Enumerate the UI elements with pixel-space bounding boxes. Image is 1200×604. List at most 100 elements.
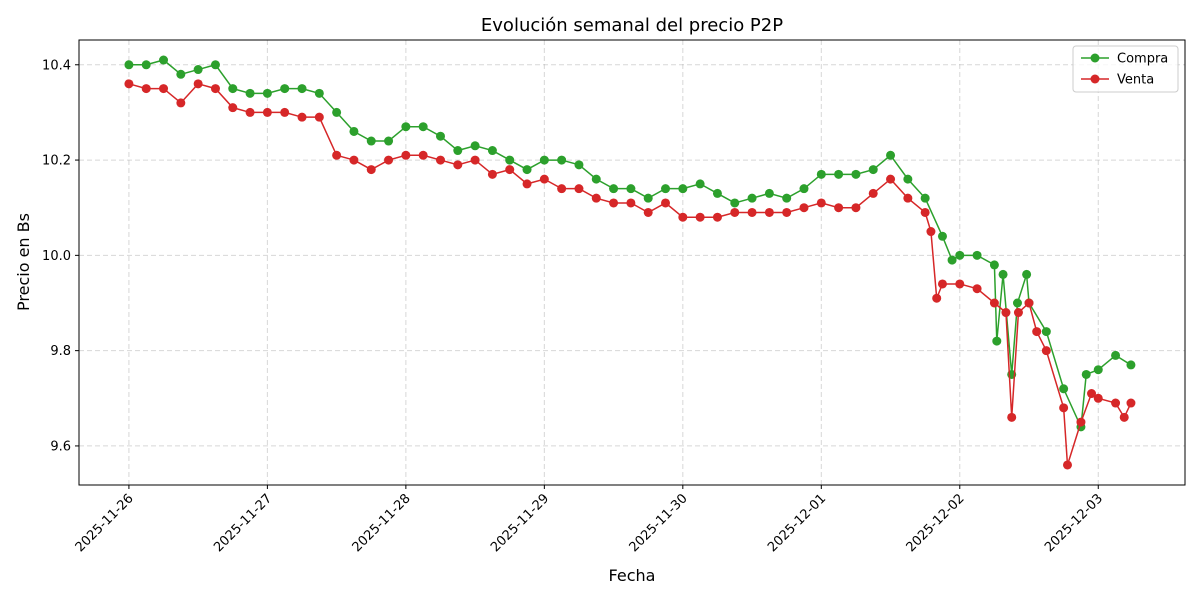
- data-point: [366, 165, 376, 175]
- data-point: [401, 150, 411, 160]
- data-point: [955, 250, 965, 260]
- data-point: [176, 69, 186, 79]
- data-point: [816, 198, 826, 208]
- data-point: [124, 79, 134, 89]
- x-tick-label: 2025-11-29: [488, 491, 552, 555]
- data-point: [574, 184, 584, 194]
- plot-frame: [78, 39, 1186, 486]
- data-point: [1059, 403, 1069, 413]
- data-point: [262, 88, 272, 98]
- data-point: [661, 198, 671, 208]
- data-point: [228, 103, 238, 113]
- data-point: [989, 260, 999, 270]
- legend: Compra Venta: [1072, 45, 1179, 93]
- data-point: [903, 174, 913, 184]
- x-tick-label: 2025-11-27: [211, 491, 275, 555]
- data-point: [1041, 346, 1051, 356]
- data-point: [695, 212, 705, 222]
- data-point: [947, 255, 957, 265]
- x-tick-label: 2025-12-03: [1042, 491, 1106, 555]
- data-point: [851, 203, 861, 213]
- data-point: [730, 198, 740, 208]
- y-tick-label: 10.2: [42, 154, 71, 169]
- data-point: [487, 169, 497, 179]
- data-point: [453, 160, 463, 170]
- data-point: [141, 84, 151, 94]
- data-point: [1062, 460, 1072, 470]
- data-point: [349, 155, 359, 165]
- data-point: [868, 188, 878, 198]
- data-point: [920, 207, 930, 217]
- data-point: [886, 174, 896, 184]
- data-point: [992, 336, 1002, 346]
- data-point: [470, 141, 480, 151]
- data-point: [1001, 308, 1011, 318]
- data-point: [903, 193, 913, 203]
- y-tick-label: 9.6: [50, 439, 71, 454]
- x-tick-label: 2025-12-01: [765, 491, 829, 555]
- data-point: [522, 165, 532, 175]
- data-point: [1087, 389, 1097, 399]
- data-point: [193, 79, 203, 89]
- series-compra: [124, 55, 1136, 432]
- data-point: [626, 198, 636, 208]
- data-point: [643, 207, 653, 217]
- data-point: [695, 179, 705, 189]
- data-point: [193, 65, 203, 75]
- data-point: [1093, 365, 1103, 375]
- y-tick-label: 10.4: [42, 58, 71, 73]
- data-point: [712, 212, 722, 222]
- data-point: [764, 207, 774, 217]
- data-point: [418, 122, 428, 132]
- data-point: [920, 193, 930, 203]
- series-line: [128, 59, 1132, 430]
- data-point: [210, 84, 220, 94]
- data-point: [1076, 417, 1086, 427]
- data-point: [609, 184, 619, 194]
- data-point: [280, 107, 290, 117]
- data-point: [245, 107, 255, 117]
- y-axis-label: Precio en Bs: [14, 213, 33, 311]
- data-point: [401, 122, 411, 132]
- data-point: [314, 112, 324, 122]
- data-point: [332, 107, 342, 117]
- data-point: [1111, 398, 1121, 408]
- data-point: [937, 231, 947, 241]
- data-point: [1007, 412, 1017, 422]
- data-point: [1119, 412, 1129, 422]
- data-point: [1022, 269, 1032, 279]
- x-tick-label: 2025-11-28: [350, 491, 414, 555]
- series-venta: [124, 79, 1136, 470]
- data-point: [366, 136, 376, 146]
- data-point: [1024, 298, 1034, 308]
- data-point: [262, 107, 272, 117]
- data-point: [1059, 384, 1069, 394]
- data-point: [591, 174, 601, 184]
- data-point: [955, 279, 965, 289]
- data-point: [989, 298, 999, 308]
- data-point: [937, 279, 947, 289]
- data-point: [384, 155, 394, 165]
- data-point: [557, 155, 567, 165]
- data-point: [834, 203, 844, 213]
- x-axis-label: Fecha: [609, 566, 656, 585]
- data-point: [1032, 327, 1042, 337]
- data-point: [349, 126, 359, 136]
- data-point: [747, 193, 757, 203]
- data-point: [972, 250, 982, 260]
- data-point: [730, 207, 740, 217]
- data-point: [280, 84, 290, 94]
- data-point: [228, 84, 238, 94]
- data-point: [557, 184, 567, 194]
- data-point: [245, 88, 255, 98]
- data-point: [505, 165, 515, 175]
- series-line: [128, 82, 1132, 466]
- data-point: [124, 60, 134, 70]
- x-tick-label: 2025-11-30: [627, 491, 691, 555]
- y-tick-label: 9.8: [50, 344, 71, 359]
- data-point: [626, 184, 636, 194]
- data-point: [141, 60, 151, 70]
- data-point: [487, 146, 497, 156]
- data-point: [384, 136, 394, 146]
